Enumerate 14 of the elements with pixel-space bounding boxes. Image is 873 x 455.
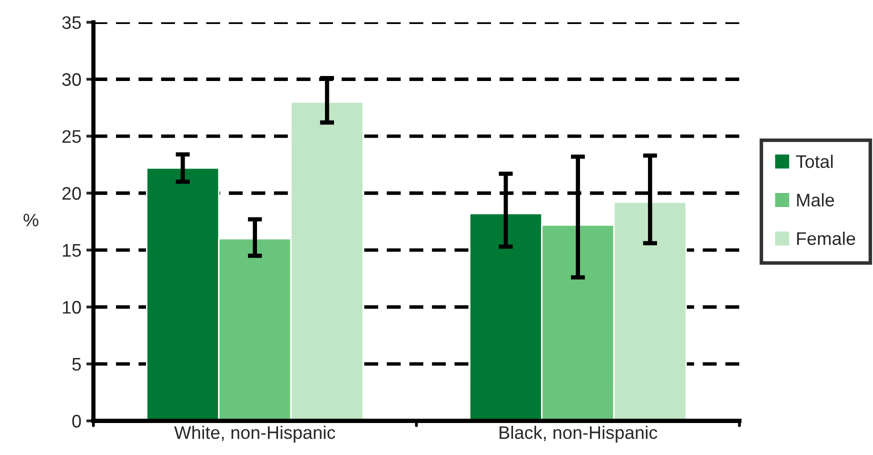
legend-label: Female [797, 232, 856, 245]
y-tick-label: 25 [62, 130, 81, 143]
y-tick-label: 20 [62, 187, 81, 200]
y-tick-label: 0 [72, 414, 81, 428]
x-tick-label: Black, non-Hispanic [500, 426, 658, 443]
y-tick-label: 35 [62, 16, 81, 30]
y-axis-title: % [24, 214, 38, 226]
legend-label: Male [797, 193, 834, 207]
y-tick-label: 30 [62, 73, 81, 86]
y-tick-label: 10 [62, 300, 81, 314]
y-tick-label: 15 [62, 244, 81, 257]
x-tick-label: White, non-Hispanic [174, 426, 336, 443]
y-tick-label: 5 [72, 358, 81, 371]
legend-label: Total [796, 154, 833, 168]
